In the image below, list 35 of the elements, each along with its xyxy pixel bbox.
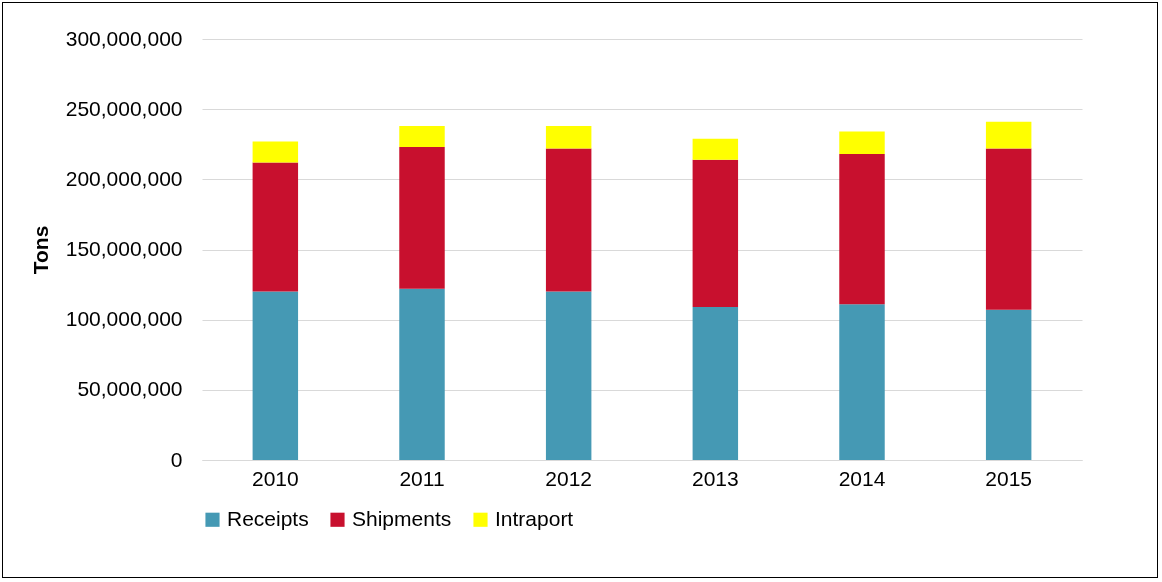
bar bbox=[985, 148, 1032, 310]
y-tick-label: 150,000,000 bbox=[65, 237, 183, 260]
bar bbox=[839, 304, 885, 460]
x-tick-label: 2011 bbox=[399, 466, 445, 490]
bar bbox=[692, 307, 739, 460]
bar bbox=[545, 291, 592, 460]
bar bbox=[545, 148, 592, 292]
y-tick-label: 50,000,000 bbox=[77, 377, 183, 401]
x-tick-label: 2013 bbox=[691, 466, 739, 490]
bar bbox=[399, 288, 445, 460]
y-axis-title: Tons bbox=[28, 225, 52, 275]
bar bbox=[252, 291, 299, 460]
y-tick-label: 250,000,000 bbox=[65, 96, 183, 120]
bar bbox=[839, 154, 885, 305]
legend-label: Receipts bbox=[227, 506, 309, 530]
bar bbox=[692, 138, 739, 160]
x-tick-label: 2014 bbox=[838, 466, 886, 490]
y-tick-label: 300,000,000 bbox=[65, 26, 183, 50]
legend-label: Shipments bbox=[352, 506, 452, 530]
bar bbox=[399, 147, 445, 289]
y-tick-label: 100,000,000 bbox=[65, 307, 183, 331]
x-tick-label: 2012 bbox=[545, 466, 593, 490]
x-tick-label: 2015 bbox=[985, 466, 1033, 490]
bar bbox=[252, 162, 299, 292]
y-tick-label: 200,000,000 bbox=[65, 166, 183, 190]
bar bbox=[692, 159, 739, 308]
bar bbox=[839, 131, 885, 155]
bar bbox=[985, 121, 1032, 149]
bar bbox=[545, 126, 592, 149]
bar bbox=[985, 309, 1032, 460]
x-tick-label: 2010 bbox=[251, 466, 299, 490]
bar bbox=[252, 141, 299, 163]
legend-label: Intraport bbox=[495, 506, 574, 530]
bar bbox=[399, 126, 445, 148]
y-tick-label: 0 bbox=[170, 447, 183, 471]
